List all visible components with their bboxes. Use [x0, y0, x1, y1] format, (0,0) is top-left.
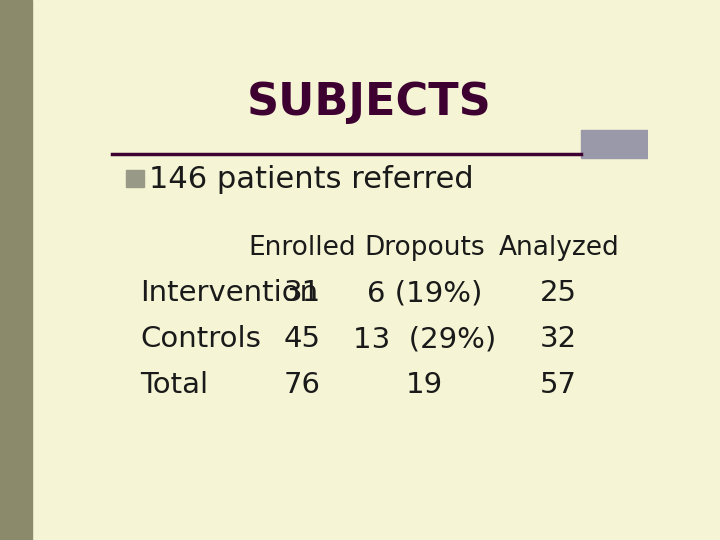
Text: 13  (29%): 13 (29%) [354, 325, 496, 353]
Text: 76: 76 [284, 371, 320, 399]
Text: 31: 31 [284, 280, 320, 307]
Text: 57: 57 [540, 371, 577, 399]
Text: 45: 45 [284, 325, 320, 353]
Text: 6 (19%): 6 (19%) [367, 280, 482, 307]
Text: 25: 25 [540, 280, 577, 307]
Bar [581, 131, 648, 158]
Text: 19: 19 [406, 371, 444, 399]
Text: Enrolled: Enrolled [248, 235, 356, 261]
Text: Analyzed: Analyzed [498, 235, 619, 261]
Text: Controls: Controls [140, 325, 261, 353]
Text: 32: 32 [540, 325, 577, 353]
Bar [126, 170, 144, 187]
Text: Total: Total [140, 371, 208, 399]
Text: SUBJECTS: SUBJECTS [247, 80, 491, 124]
Text: Dropouts: Dropouts [364, 235, 485, 261]
Text: 146 patients referred: 146 patients referred [148, 165, 473, 194]
Text: Intervention: Intervention [140, 280, 318, 307]
